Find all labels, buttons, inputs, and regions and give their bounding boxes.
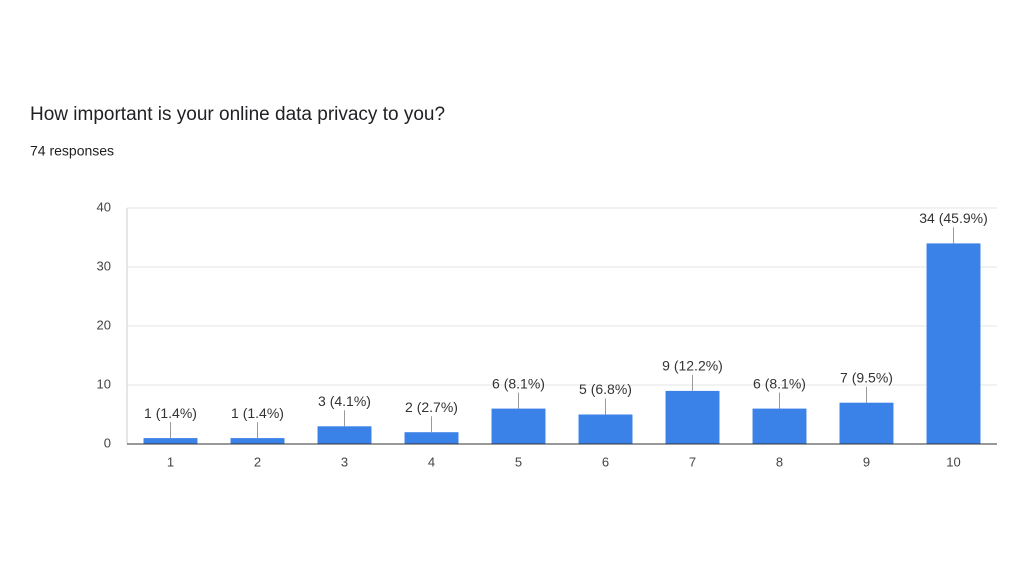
- y-tick-label: 0: [104, 435, 111, 450]
- data-label: 6 (8.1%): [753, 375, 806, 391]
- x-tick-label: 6: [602, 454, 609, 469]
- bar: [317, 426, 372, 444]
- x-tick-label: 1: [167, 454, 174, 469]
- bar: [839, 402, 894, 444]
- x-tick-label: 3: [341, 454, 348, 469]
- data-label: 3 (4.1%): [318, 393, 371, 409]
- bar: [926, 243, 981, 444]
- y-tick-label: 30: [97, 258, 111, 273]
- y-tick-label: 40: [97, 199, 111, 214]
- bar: [491, 408, 546, 444]
- x-tick-label: 8: [776, 454, 783, 469]
- data-label: 34 (45.9%): [919, 210, 987, 226]
- bar: [143, 438, 198, 444]
- bar: [230, 438, 285, 444]
- data-label: 1 (1.4%): [231, 405, 284, 421]
- bar: [578, 414, 633, 444]
- x-tick-label: 9: [863, 454, 870, 469]
- x-tick-label: 4: [428, 454, 435, 469]
- data-label: 5 (6.8%): [579, 381, 632, 397]
- x-tick-label: 5: [515, 454, 522, 469]
- x-tick-label: 2: [254, 454, 261, 469]
- bar: [404, 432, 459, 444]
- chart-title: How important is your online data privac…: [30, 104, 445, 125]
- data-label: 6 (8.1%): [492, 375, 545, 391]
- data-label: 2 (2.7%): [405, 399, 458, 415]
- data-label: 1 (1.4%): [144, 405, 197, 421]
- x-tick-label: 7: [689, 454, 696, 469]
- y-tick-label: 20: [97, 317, 111, 332]
- chart-subtitle: 74 responses: [30, 143, 114, 159]
- y-tick-label: 10: [97, 376, 111, 391]
- data-label: 9 (12.2%): [662, 358, 723, 374]
- data-label: 7 (9.5%): [840, 369, 893, 385]
- x-tick-label: 10: [946, 454, 960, 469]
- bar: [752, 408, 807, 444]
- bar: [665, 390, 720, 444]
